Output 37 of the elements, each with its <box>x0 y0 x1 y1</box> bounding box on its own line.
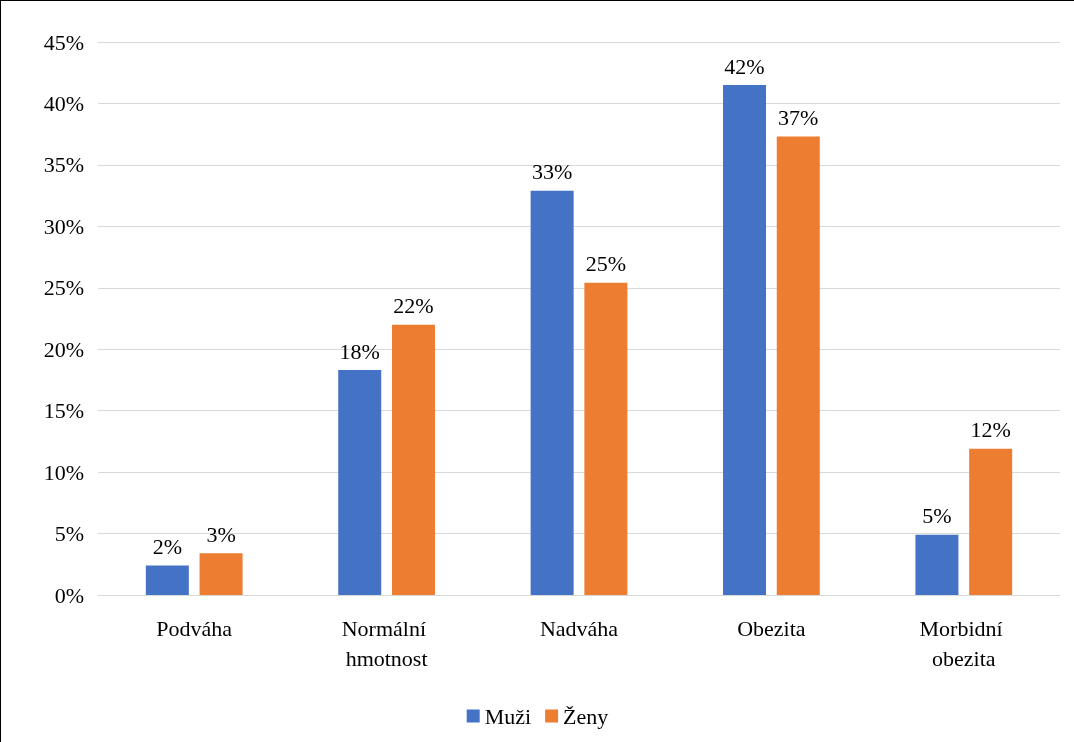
y-tick-label: 40% <box>43 90 84 116</box>
y-tick-label: 10% <box>43 459 84 485</box>
bar <box>199 553 243 595</box>
y-tick-label: 0% <box>54 582 84 608</box>
bar <box>915 534 959 595</box>
data-label: 42% <box>724 53 765 79</box>
y-tick-label: 25% <box>43 275 84 301</box>
bar <box>776 136 820 595</box>
y-tick-label: 35% <box>43 152 84 178</box>
bar <box>969 448 1013 595</box>
y-tick-label: 20% <box>43 336 84 362</box>
data-label: 5% <box>922 503 952 529</box>
x-tick-label: Nadváha <box>539 615 619 641</box>
bar <box>530 190 574 595</box>
data-label: 37% <box>778 105 819 131</box>
x-tick-label: Podváha <box>156 615 233 641</box>
bar <box>338 370 382 595</box>
y-tick-label: 45% <box>43 29 84 55</box>
y-tick-label: 30% <box>43 213 84 239</box>
bar <box>584 282 628 595</box>
bar <box>145 565 189 595</box>
data-label: 2% <box>152 534 182 560</box>
data-label: 12% <box>970 417 1011 443</box>
data-label: 33% <box>531 159 573 185</box>
bar <box>723 85 767 595</box>
data-label: 25% <box>585 251 627 277</box>
data-label: 22% <box>393 293 434 319</box>
bar <box>391 324 435 595</box>
x-tick-label: Morbidní obezita <box>919 615 1009 671</box>
x-tick-label: Normální hmotnost <box>341 615 432 671</box>
data-label: 18% <box>339 338 380 364</box>
legend-label: Ženy <box>563 703 609 729</box>
y-tick-label: 5% <box>54 521 84 547</box>
x-tick-label: Obezita <box>737 615 806 641</box>
legend-label: Muži <box>484 703 532 729</box>
y-tick-label: 15% <box>43 398 84 424</box>
data-label: 3% <box>206 521 236 547</box>
